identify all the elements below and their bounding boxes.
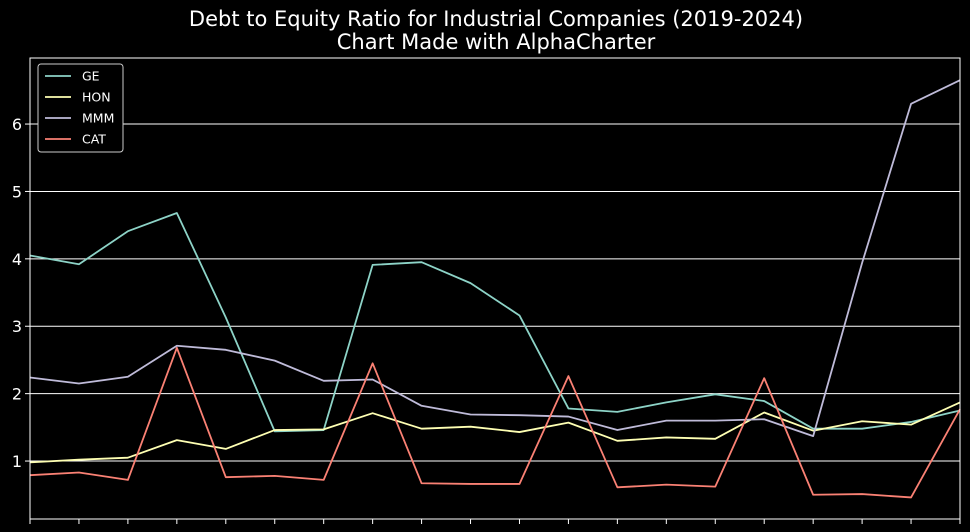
legend-box: [37, 63, 124, 153]
chart-title: Debt to Equity Ratio for Industrial Comp…: [189, 7, 803, 31]
series-line-mmm: [29, 79, 961, 437]
y-tick-label: 3: [12, 317, 22, 336]
series-lines: [29, 79, 961, 499]
y-tick-label: 2: [12, 385, 22, 404]
plot-frame: [29, 57, 961, 520]
y-tick-label: 5: [12, 182, 22, 201]
legend-label-ge: GE: [82, 69, 100, 84]
chart-subtitle: Chart Made with AlphaCharter: [337, 30, 656, 54]
series-line-cat: [29, 346, 961, 499]
legend: GE HON MMM CAT: [37, 63, 124, 153]
series-line-ge: [29, 212, 961, 433]
legend-label-cat: CAT: [82, 132, 106, 147]
gridlines: [30, 123, 960, 462]
y-tick-label: 6: [12, 115, 22, 134]
legend-label-mmm: MMM: [82, 111, 114, 126]
y-tick-label: 1: [12, 452, 22, 471]
series-line-hon: [29, 401, 961, 464]
y-tick-label: 4: [12, 250, 22, 269]
axes: 1 2 3 4 5 6: [12, 57, 961, 524]
legend-label-hon: HON: [82, 90, 111, 105]
